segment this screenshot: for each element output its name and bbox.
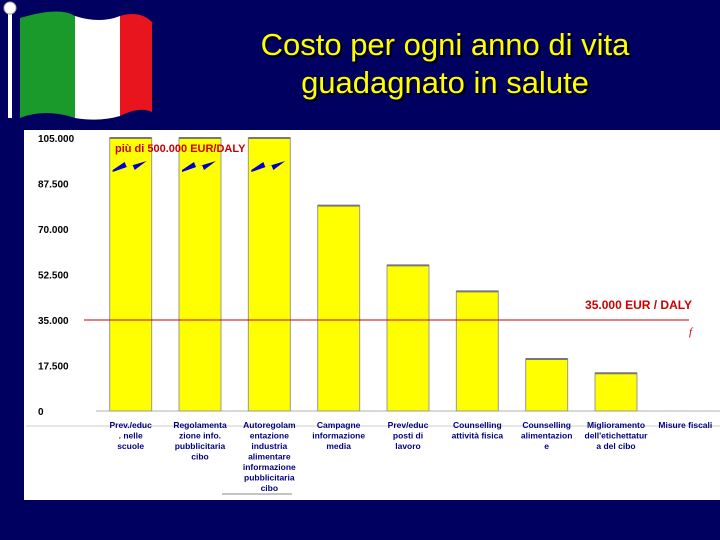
bar [247, 137, 291, 412]
x-tick-label: attività fisica [452, 431, 504, 441]
x-tick-label: industria [251, 441, 287, 451]
x-tick-label: cibo [261, 483, 278, 493]
italian-flag-icon [3, 1, 152, 120]
chart-panel: 105.000 87.500 70.000 52.500 35.000 17.500 0 Pr… [24, 130, 720, 500]
bar [109, 137, 153, 412]
x-tick-label: Miglioramento [587, 420, 645, 430]
x-tick-label: Prev/educ [388, 420, 429, 430]
y-tick-label: 52.500 [38, 271, 69, 282]
x-tick-label: alimentare [248, 452, 291, 462]
bar [455, 290, 499, 412]
x-tick-label: Prev./educ [109, 420, 152, 430]
bar [594, 372, 638, 412]
x-tick-label: alimentazion [521, 431, 572, 441]
bar [178, 137, 222, 412]
x-tick-label: zione info. [179, 431, 221, 441]
x-tick-label: lavoro [395, 441, 421, 451]
y-tick-label: 87.500 [38, 180, 69, 191]
slide-title: Costo per ogni anno di vita guadagnato i… [175, 26, 715, 102]
x-tick-label: informazione [243, 462, 296, 472]
x-tick-label: a del cibo [596, 441, 635, 451]
x-tick-label: entazione [250, 431, 289, 441]
threshold-label: 35.000 EUR / DALY [585, 298, 692, 312]
cost-per-daly-bar-chart: 105.000 87.500 70.000 52.500 35.000 17.500 0 Pr… [26, 134, 720, 495]
x-tick-label: scuole [117, 441, 144, 451]
bar [317, 205, 361, 412]
x-tick-label: media [326, 441, 351, 451]
x-tick-label: cibo [191, 452, 208, 462]
x-tick-label: Autoregolam [243, 420, 296, 430]
y-tick-label: 35.000 [38, 316, 69, 327]
x-tick-label: pubblicitaria [244, 473, 295, 483]
lightning-bolt-icon [251, 161, 286, 172]
lightning-bolt-icon [112, 161, 147, 172]
x-tick-label: Misure fiscali [658, 420, 712, 430]
x-tick-label: Regolamenta [173, 420, 227, 430]
lightning-bolt-icon [182, 161, 216, 172]
x-tick-label: e [544, 441, 549, 451]
x-tick-label: Counselling [522, 420, 571, 430]
x-tick-label: Counselling [453, 420, 502, 430]
bar [525, 358, 569, 412]
x-tick-label: dell'etichettatur [585, 431, 649, 441]
y-tick-label: 17.500 [38, 362, 69, 373]
slide-title-line-1: Costo per ogni anno di vita [260, 27, 630, 62]
x-tick-label: Campagne [317, 420, 361, 430]
y-tick-label: 0 [38, 407, 44, 418]
x-tick-label: . nelle [119, 431, 143, 441]
x-tick-label: informazione [312, 431, 365, 441]
off-scale-note: più di 500.000 EUR/DALY [115, 143, 246, 155]
slide-title-line-2: guadagnato in salute [301, 65, 589, 100]
x-tick-label: posti di [393, 431, 423, 441]
stray-mark: f [689, 326, 694, 338]
x-tick-label: pubblicitaria [175, 441, 226, 451]
y-tick-label: 105.000 [38, 134, 75, 145]
bar [386, 264, 430, 412]
y-tick-label: 70.000 [38, 225, 69, 236]
